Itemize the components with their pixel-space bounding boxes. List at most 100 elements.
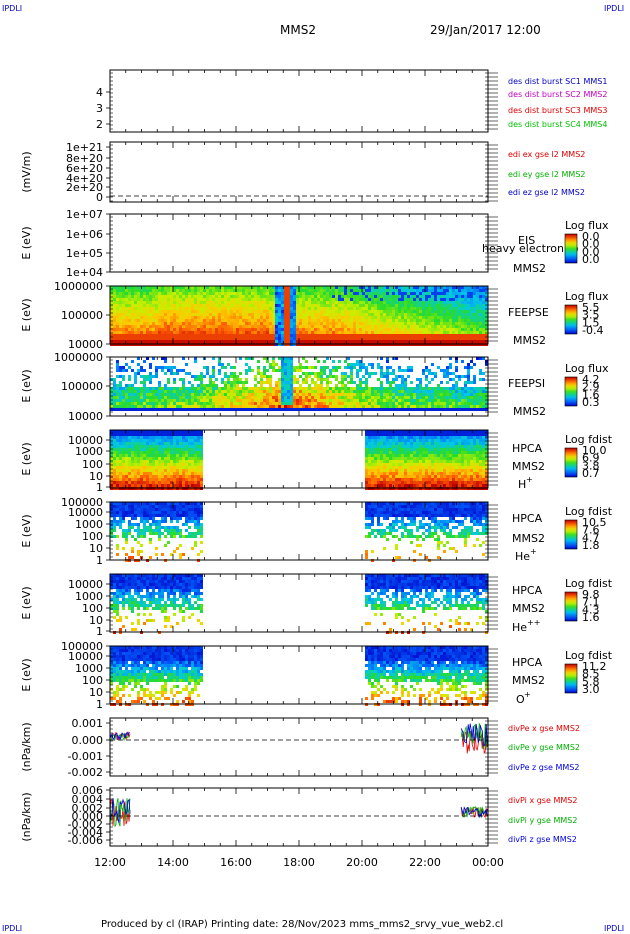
- y-tick-label: 1: [96, 625, 103, 638]
- colorbar: [564, 447, 578, 478]
- y-axis-label: E (eV): [20, 369, 33, 402]
- instrument-label: HPCA: [512, 442, 543, 455]
- colorbar: [564, 663, 578, 694]
- species-charge-label: ++: [527, 618, 540, 627]
- y-tick-label: 10000: [68, 434, 103, 447]
- species-label: He: [512, 621, 527, 634]
- colorbar-tick-label: 5.8: [582, 675, 600, 688]
- y-tick-label: 10000: [68, 410, 103, 423]
- y-axis-label: E (eV): [20, 586, 33, 619]
- instrument-label: HPCA: [512, 656, 543, 669]
- y-tick-label: 2e+20: [66, 181, 103, 194]
- instrument-label: MMS2: [512, 674, 545, 687]
- y-tick-label: 2: [96, 118, 103, 131]
- y-tick-label: -0.002: [68, 766, 103, 779]
- y-axis-label: E (eV): [20, 442, 33, 475]
- corner-label-bottom-left: IPDLI: [2, 924, 23, 933]
- legend-entry: edi ez gse l2 MMS2: [508, 188, 585, 197]
- colorbar-tick-label: 3.0: [582, 683, 600, 696]
- legend-entry: divPi z gse MMS2: [508, 835, 577, 844]
- y-tick-label: 3: [96, 102, 103, 115]
- colorbar: [564, 304, 578, 335]
- colorbar-tick-label: 5.5: [582, 301, 600, 314]
- y-tick-label: 1000000: [54, 280, 103, 293]
- panel-frame: [109, 69, 489, 133]
- colorbar-tick-label: 1.5: [582, 316, 600, 329]
- y-axis-label: E (eV): [20, 658, 33, 691]
- legend-entry: divPe z gse MMS2: [508, 763, 579, 772]
- y-tick-label: 10000: [68, 578, 103, 591]
- y-tick-label: -0.006: [68, 834, 103, 847]
- colorbar-tick-label: 3.5: [582, 309, 600, 322]
- y-tick-label: 1000: [75, 445, 103, 458]
- y-tick-label: 10: [89, 686, 103, 699]
- y-tick-label: 1e+06: [66, 228, 103, 241]
- species-label: O: [516, 693, 525, 706]
- series-line: [109, 799, 131, 827]
- legend-entry: des dist burst SC4 MMS4: [508, 120, 607, 129]
- x-tick-label: 20:00: [346, 856, 378, 869]
- y-tick-label: 10: [89, 470, 103, 483]
- colorbar-tick-label: 10.0: [582, 444, 607, 457]
- y-tick-label: 100000: [61, 496, 103, 509]
- legend-entry: divPe y gse MMS2: [508, 743, 580, 752]
- y-tick-label: 0.000: [72, 734, 104, 747]
- y-tick-label: -0.004: [68, 826, 103, 839]
- y-tick-label: 1000000: [54, 351, 103, 364]
- y-tick-label: 1e+21: [66, 141, 103, 154]
- y-tick-label: 1e+04: [66, 266, 103, 279]
- panel-divpe: -0.002 -0.001 0.000 0.001 (nPa/km) divPe x gs…: [20, 717, 580, 779]
- y-axis-label: (nPa/km): [20, 722, 33, 771]
- colorbar-title: Log fdist: [565, 577, 613, 590]
- x-tick-label: 22:00: [409, 856, 441, 869]
- colorbar: [564, 233, 578, 264]
- colorbar-tick-label: 0.0: [582, 245, 600, 258]
- colorbar-tick-label: 0.0: [582, 253, 600, 266]
- species-label: He: [515, 550, 530, 563]
- series-line: [460, 806, 488, 819]
- y-tick-label: 4: [96, 86, 103, 99]
- y-tick-label: 100: [82, 458, 103, 471]
- legend-entry: divPi x gse MMS2: [508, 796, 577, 805]
- y-tick-label: 10000: [68, 338, 103, 351]
- y-tick-label: 100000: [61, 309, 103, 322]
- y-tick-label: 1: [96, 698, 103, 711]
- y-tick-label: 1000: [75, 590, 103, 603]
- y-axis-label: E (eV): [20, 226, 33, 259]
- corner-label-bottom-right: IPDLI: [604, 924, 625, 933]
- instrument-label: MMS2: [513, 334, 546, 347]
- colorbar: [564, 376, 578, 407]
- colorbar-tick-label: 0.0: [582, 238, 600, 251]
- colorbar: [564, 591, 578, 622]
- colorbar-title: Log flux: [565, 290, 609, 303]
- series-line: [109, 731, 131, 741]
- colorbar-tick-label: 4.7: [582, 531, 600, 544]
- colorbar-tick-label: 1.6: [582, 388, 600, 401]
- species-label: H: [518, 478, 526, 491]
- legend-entry: des dist burst SC1 MMS1: [508, 77, 607, 86]
- colorbar-tick-label: 1.6: [582, 611, 600, 624]
- instrument-label: MMS2: [512, 460, 545, 473]
- y-axis-label: E (eV): [20, 514, 33, 547]
- y-tick-label: 0.000: [72, 810, 104, 823]
- y-tick-label: 10: [89, 542, 103, 555]
- legend-entry: divPe x gse MMS2: [508, 724, 580, 733]
- overlay-text: heavy electron to: [482, 242, 579, 255]
- colorbar-tick-label: 0.7: [582, 467, 600, 480]
- panel-feepsi: 10000 100000 1000000 E (eV) FEEPSI MMS2 Log fl…: [20, 351, 609, 423]
- colorbar: [564, 519, 578, 550]
- colorbar-title: Log fdist: [565, 505, 613, 518]
- colorbar-tick-label: -0.4: [582, 324, 603, 337]
- legend-entry: divPi y gse MMS2: [508, 816, 577, 825]
- colorbar-title: Log fdist: [565, 433, 613, 446]
- panel-frame: [109, 787, 489, 847]
- legend-entry: edi ey gse l2 MMS2: [508, 170, 586, 179]
- instrument-label: HPCA: [512, 584, 543, 597]
- species-charge-label: +: [526, 475, 533, 484]
